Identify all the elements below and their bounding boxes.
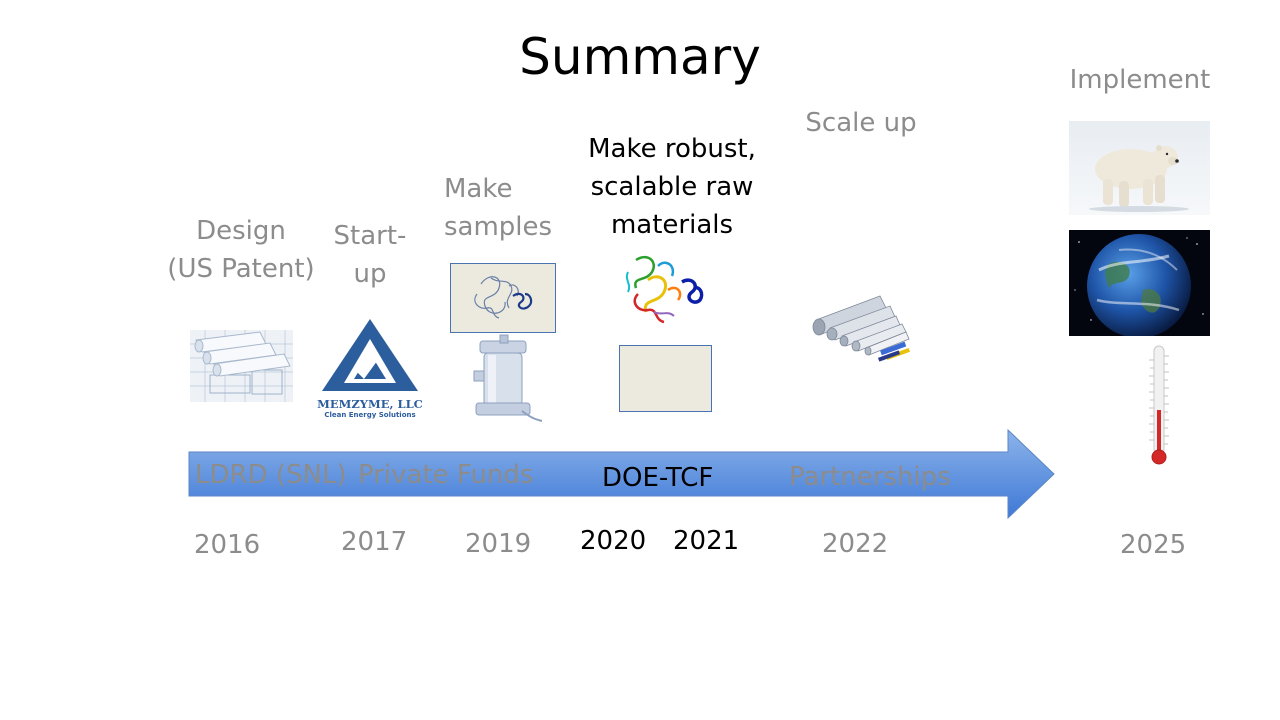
earth-image: [1069, 230, 1210, 338]
year-2021: 2021: [673, 526, 740, 556]
colorful-protein-icon: [618, 250, 706, 332]
funding-partnerships: Partnerships: [789, 462, 951, 492]
membrane-modules-icon: [808, 290, 918, 366]
sample-placeholder-box: [619, 345, 712, 412]
timeline-arrow: [188, 428, 1056, 520]
protein-icon: [474, 276, 533, 319]
protein-sample-image: [450, 263, 556, 333]
page-title: Summary: [519, 28, 761, 86]
year-2016: 2016: [194, 530, 261, 560]
phase-startup-label: Start- up: [333, 221, 407, 289]
memzyme-logo: MEMZYME, LLC Clean Energy Solutions: [308, 313, 432, 425]
phase-samples-label: Make samples: [444, 174, 553, 242]
blueprint-icon: [190, 330, 293, 402]
year-2022: 2022: [822, 529, 889, 559]
logo-name: MEMZYME, LLC: [317, 397, 423, 411]
year-2025: 2025: [1120, 530, 1187, 560]
year-2017: 2017: [341, 527, 408, 557]
year-2019: 2019: [465, 529, 532, 559]
funding-ldrd: LDRD (SNL): [195, 460, 347, 490]
polar-bear-image: [1069, 121, 1210, 215]
phase-scale-label: Scale up: [805, 108, 917, 138]
thermometer-icon: [1144, 344, 1174, 468]
phase-robust-label: Make robust, scalable raw materials: [588, 134, 756, 240]
year-2020: 2020: [580, 526, 647, 556]
reactor-icon: [462, 333, 546, 425]
phase-implement-label: Implement: [1069, 65, 1211, 95]
funding-doe: DOE-TCF: [602, 463, 714, 493]
logo-tagline: Clean Energy Solutions: [324, 411, 416, 419]
funding-private: Private Funds: [358, 460, 534, 490]
phase-design-label: Design (US Patent): [167, 216, 315, 284]
